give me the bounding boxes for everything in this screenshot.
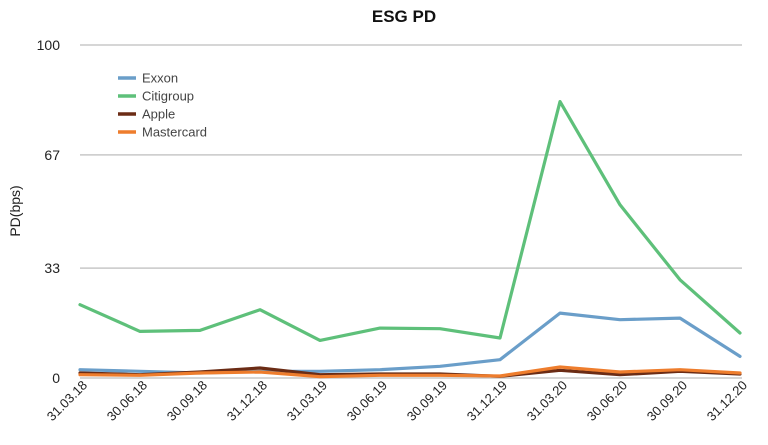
x-tick-label: 31.12.19 [464,378,510,424]
chart-title: ESG PD [372,7,436,26]
x-tick-label: 31.03.18 [44,378,90,424]
x-tick-label: 30.09.19 [404,378,450,424]
x-tick-label: 30.09.18 [164,378,210,424]
legend: Exxon Citigroup Apple Mastercard [118,71,207,140]
x-tick-label: 30.09.20 [644,378,690,424]
x-tick-label: 30.06.18 [104,378,150,424]
gridlines [80,44,742,379]
y-tick-label: 33 [44,260,60,276]
y-axis-label: PD(bps) [7,185,23,236]
x-tick-label: 30.06.19 [344,378,390,424]
y-tick-label: 67 [44,147,60,163]
x-tick-label: 31.03.20 [524,378,570,424]
x-tick-label: 31.12.18 [224,378,270,424]
legend-label-mastercard: Mastercard [142,125,207,140]
series-line-exxon [78,311,742,375]
x-tick-labels: 31.03.18 30.06.18 30.09.18 31.12.18 31.03.19… [44,378,750,424]
x-tick-label: 31.03.19 [284,378,330,424]
legend-label-exxon: Exxon [142,71,178,86]
series-lines [78,99,742,379]
y-tick-labels: 0 33 67 100 [37,37,61,386]
x-tick-label: 30.06.20 [584,378,630,424]
legend-label-citigroup: Citigroup [142,89,194,104]
y-tick-label: 100 [37,37,61,53]
legend-label-apple: Apple [142,107,175,122]
series-line-citigroup [78,99,742,342]
y-tick-label: 0 [52,370,60,386]
series-line-mastercard [78,365,742,379]
x-tick-label: 31.12.20 [704,378,750,424]
